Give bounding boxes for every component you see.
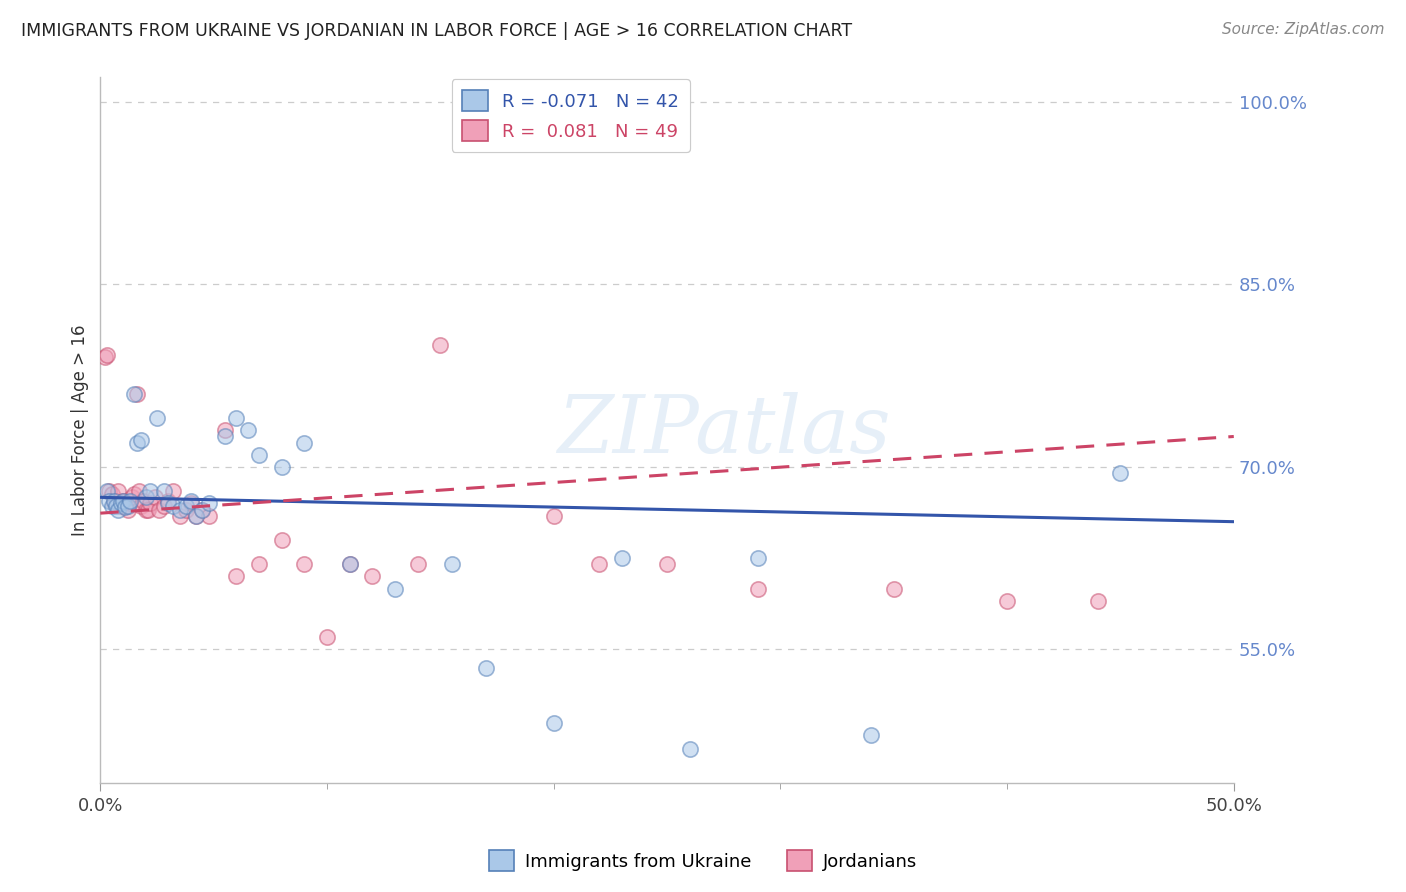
Point (96, 348, 118, 362)
Point (270, 459, 292, 474)
Point (610, 551, 633, 566)
Point (225, 569, 247, 583)
Point (176, 499, 198, 513)
Point (543, 715, 565, 730)
Text: Source: ZipAtlas.com: Source: ZipAtlas.com (1222, 22, 1385, 37)
Point (111, 494, 134, 508)
Text: ZIPatlas: ZIPatlas (557, 392, 890, 469)
Point (747, 551, 769, 566)
Point (176, 502, 198, 516)
Point (169, 502, 191, 516)
Point (184, 508, 207, 523)
Point (191, 502, 214, 516)
Point (124, 387, 146, 401)
Point (236, 424, 259, 438)
Point (125, 387, 148, 401)
Point (180, 494, 202, 508)
Point (162, 484, 184, 499)
Point (107, 484, 129, 499)
Point (132, 494, 155, 508)
Point (121, 491, 143, 505)
Point (292, 435, 315, 450)
Point (157, 494, 180, 508)
Point (247, 558, 270, 572)
Point (105, 499, 128, 513)
Point (107, 502, 129, 516)
Point (406, 558, 429, 572)
Point (136, 502, 159, 516)
Point (198, 508, 221, 523)
Point (995, 594, 1018, 608)
Point (114, 500, 136, 514)
Point (543, 508, 565, 523)
Point (316, 630, 339, 644)
Point (129, 499, 152, 513)
Y-axis label: In Labor Force | Age > 16: In Labor Force | Age > 16 (72, 325, 89, 536)
Point (440, 558, 463, 572)
Point (118, 496, 141, 510)
Point (103, 494, 125, 508)
Point (883, 582, 905, 596)
Point (148, 502, 170, 516)
Point (98, 484, 121, 499)
Point (214, 424, 236, 438)
Point (118, 494, 141, 508)
Point (124, 486, 146, 500)
Point (153, 499, 176, 513)
Text: IMMIGRANTS FROM UKRAINE VS JORDANIAN IN LABOR FORCE | AGE > 16 CORRELATION CHART: IMMIGRANTS FROM UKRAINE VS JORDANIAN IN … (21, 22, 852, 40)
Point (105, 494, 128, 508)
Point (339, 558, 361, 572)
Point (384, 582, 406, 596)
Point (247, 448, 270, 462)
Point (96, 484, 118, 499)
Point (361, 569, 384, 583)
Point (94, 351, 117, 365)
Point (98, 494, 121, 508)
Point (292, 558, 315, 572)
Point (180, 496, 202, 510)
Point (100, 486, 122, 500)
Point (100, 499, 122, 513)
Point (157, 496, 180, 510)
Point (339, 558, 361, 572)
Point (225, 411, 247, 425)
Point (114, 499, 136, 513)
Point (184, 508, 207, 523)
Point (162, 499, 184, 513)
Point (143, 491, 166, 505)
Point (117, 499, 139, 513)
Point (125, 435, 148, 450)
Point (860, 728, 883, 742)
Point (191, 502, 214, 516)
Point (153, 484, 176, 499)
Point (679, 742, 702, 756)
Point (588, 558, 610, 572)
Point (169, 508, 191, 523)
Point (146, 411, 169, 425)
Point (655, 558, 678, 572)
Point (135, 502, 157, 516)
Point (117, 502, 139, 516)
Point (111, 494, 134, 508)
Point (270, 533, 292, 547)
Point (1087, 594, 1109, 608)
Point (110, 499, 132, 513)
Point (429, 338, 451, 352)
Point (1109, 466, 1132, 480)
Point (214, 429, 236, 443)
Point (474, 661, 496, 675)
Point (139, 484, 162, 499)
Legend: Immigrants from Ukraine, Jordanians: Immigrants from Ukraine, Jordanians (481, 843, 925, 879)
Point (135, 491, 157, 505)
Legend: R = -0.071   N = 42, R =  0.081   N = 49: R = -0.071 N = 42, R = 0.081 N = 49 (451, 79, 690, 152)
Point (128, 484, 150, 499)
Point (103, 496, 125, 510)
Point (110, 496, 132, 510)
Point (129, 433, 152, 447)
Point (139, 496, 162, 510)
Point (747, 582, 769, 596)
Point (198, 496, 221, 510)
